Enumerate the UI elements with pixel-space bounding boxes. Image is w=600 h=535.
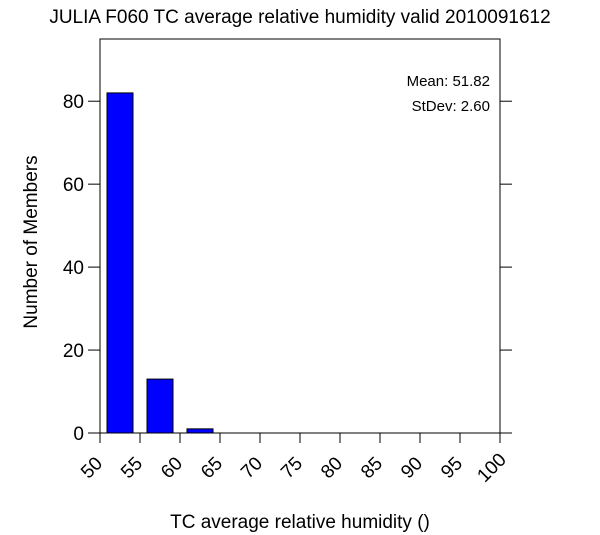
x-tick-label: 90 [397, 453, 427, 483]
histogram-bar [106, 92, 134, 434]
y-tick-label: 80 [63, 92, 84, 113]
mean-stat: Mean: 51.82 [407, 73, 490, 90]
y-tick-label: 60 [63, 175, 84, 196]
x-axis-label: TC average relative humidity () [170, 512, 430, 533]
histogram-bar [146, 378, 174, 434]
x-tick-label: 50 [77, 453, 107, 483]
x-tick-label: 60 [157, 453, 187, 483]
x-tick-label: 95 [437, 453, 467, 483]
stdev-stat: StDev: 2.60 [412, 98, 490, 115]
x-tick-label: 65 [197, 453, 227, 483]
x-tick-label: 85 [357, 453, 387, 483]
x-tick-label: 100 [473, 449, 510, 486]
y-axis-label: Number of Members [21, 155, 42, 328]
x-tick-label: 55 [117, 453, 147, 483]
histogram-bar [186, 428, 214, 434]
y-tick-label: 0 [73, 424, 84, 445]
chart-title: JULIA F060 TC average relative humidity … [49, 7, 550, 28]
y-tick-label: 40 [63, 258, 84, 279]
x-tick-label: 80 [317, 453, 347, 483]
x-tick-label: 70 [237, 453, 267, 483]
y-tick-label: 20 [63, 341, 84, 362]
x-tick-label: 75 [277, 453, 307, 483]
